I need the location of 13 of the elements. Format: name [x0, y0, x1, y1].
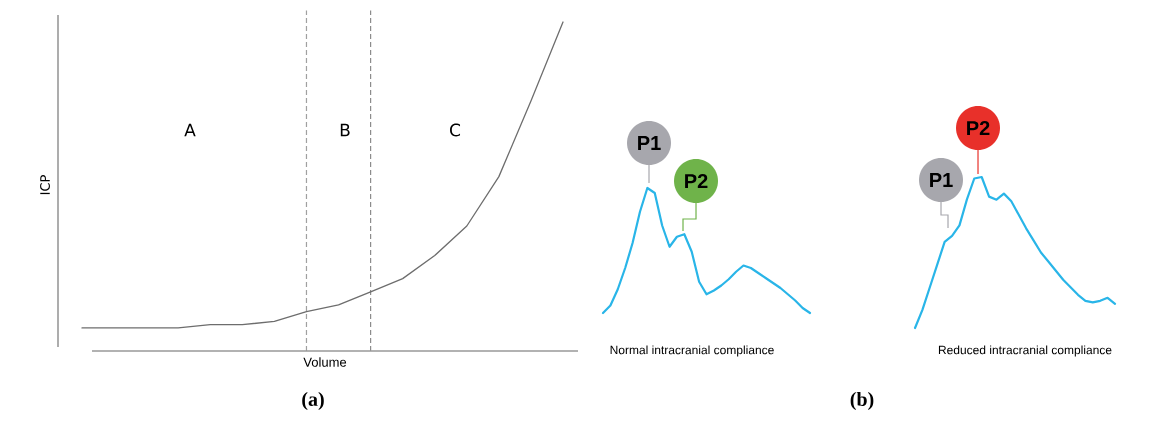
annotation: C: [450, 123, 461, 137]
y-axis-title: ICP: [40, 175, 50, 195]
text: (a): [302, 391, 324, 411]
annotation: P1: [930, 173, 953, 187]
text: P2: [967, 121, 990, 135]
text: (b): [850, 391, 874, 411]
text: P1: [638, 136, 661, 150]
annotation: A: [184, 123, 196, 137]
annotation: B: [340, 123, 350, 137]
text: P2: [685, 174, 708, 188]
x-axis-title: Normal intracranial compliance: [610, 345, 774, 357]
x-axis-title: Volume: [303, 357, 347, 367]
x-axis-title: Reduced intracranial compliance: [938, 345, 1112, 357]
